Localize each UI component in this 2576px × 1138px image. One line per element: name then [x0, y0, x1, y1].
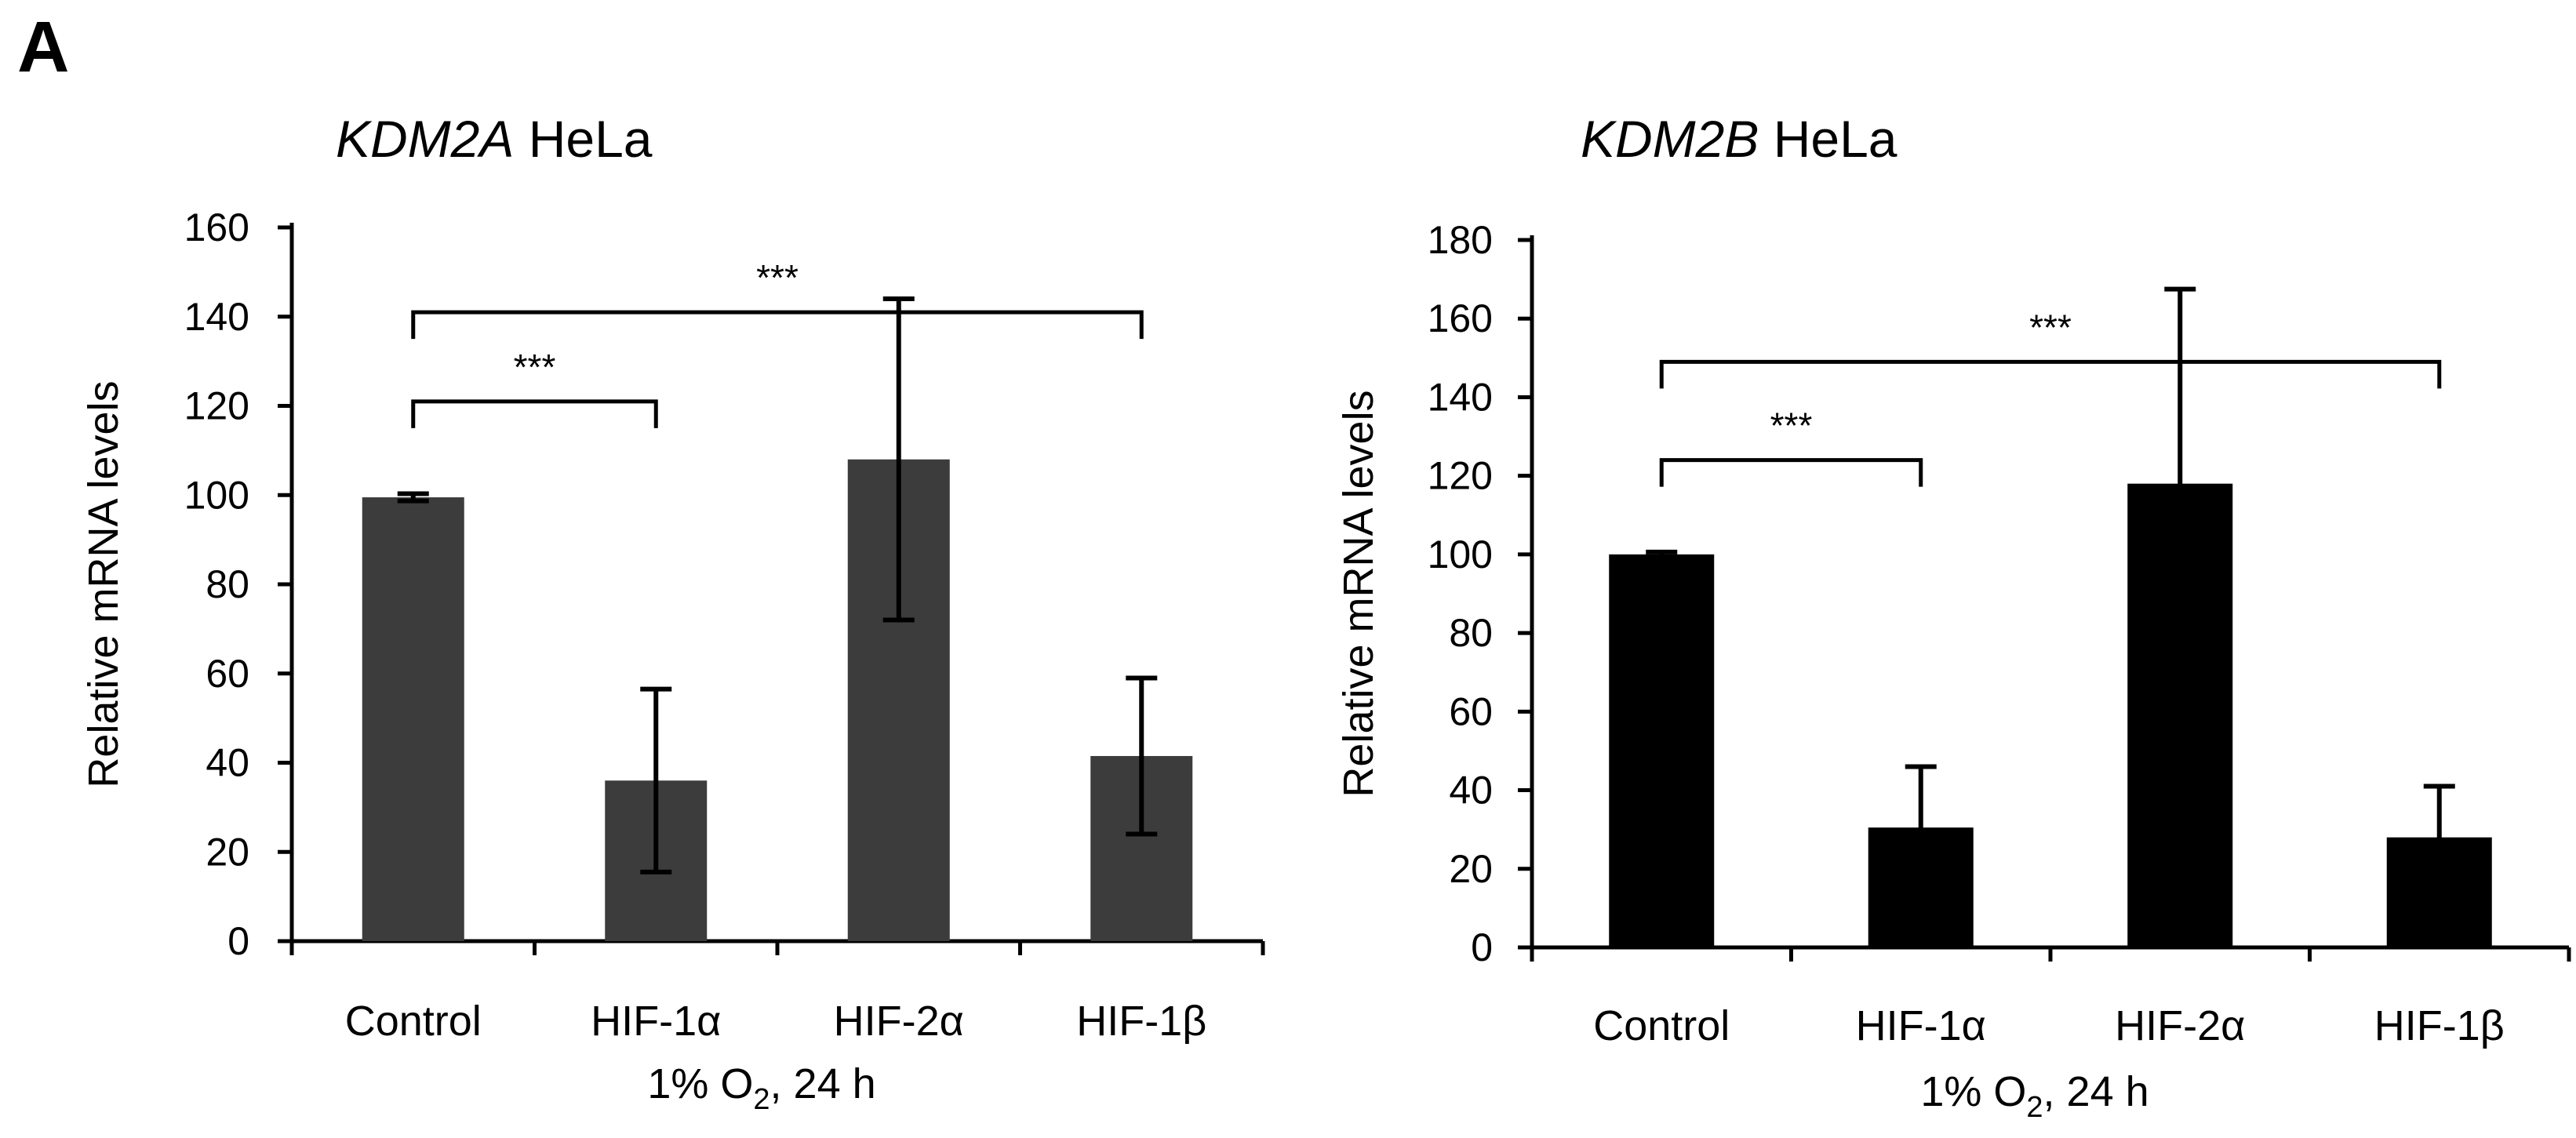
significance-bracket-1 [1659, 359, 2442, 389]
x-axis-label-suffix: , 24 h [770, 1060, 876, 1107]
title-cell: HeLa [1759, 110, 1897, 168]
y-tick-label: 40 [206, 741, 249, 785]
x-axis-label-suffix: , 24 h [2043, 1068, 2149, 1115]
category-label: HIF-2α [834, 998, 964, 1045]
x-axis-label-prefix: 1% O [647, 1060, 753, 1107]
chart-title: KDM2A HeLa [336, 110, 653, 168]
y-tick-label: 20 [1449, 847, 1493, 891]
y-axis-label: Relative mRNA levels [1335, 390, 1382, 797]
significance-label: *** [514, 347, 556, 387]
title-gene: KDM2A [336, 110, 514, 168]
y-tick-label: 160 [1428, 296, 1493, 340]
significance-label: *** [2029, 307, 2072, 347]
y-tick-label: 120 [184, 384, 249, 428]
significance-bracket-0 [411, 399, 658, 428]
y-tick-label: 60 [1449, 689, 1493, 733]
title-gene: KDM2B [1581, 110, 1759, 168]
y-tick-label: 160 [184, 205, 249, 249]
significance-bracket-0 [1659, 458, 1923, 487]
x-axis-label-prefix: 1% O [1920, 1068, 2026, 1115]
y-tick-label: 140 [184, 295, 249, 339]
category-label: Control [1593, 1002, 1730, 1049]
y-tick-label: 140 [1428, 375, 1493, 419]
chart-title: KDM2B HeLa [1581, 110, 1897, 168]
y-tick-label: 0 [1471, 925, 1493, 969]
significance-bracket-1 [411, 310, 1144, 340]
significance-label: *** [756, 257, 799, 298]
category-label: Control [345, 998, 482, 1045]
x-axis-label: 1% O2, 24 h [647, 1060, 875, 1116]
y-tick-label: 40 [1449, 769, 1493, 813]
title-cell: HeLa [514, 110, 652, 168]
y-tick-label: 80 [206, 562, 249, 606]
x-axis-label-subscript: 2 [2026, 1091, 2043, 1124]
bar-0 [1609, 554, 1715, 947]
x-axis-label: 1% O2, 24 h [1920, 1068, 2148, 1124]
category-label: HIF-1β [2374, 1002, 2505, 1049]
chart-kdm2b: KDM2B HeLa 0 20 40 60 80 100 120 140 160 180 Contro… [1335, 110, 2571, 1124]
y-tick-label: 0 [227, 919, 249, 963]
y-tick-label: 100 [184, 473, 249, 517]
chart-kdm2a: KDM2A HeLa 0 20 40 60 80 100 120 140 160 Control HI… [80, 110, 1265, 1116]
category-label: HIF-1β [1076, 998, 1206, 1045]
panel-label: A [17, 7, 70, 87]
y-tick-label: 120 [1428, 454, 1493, 498]
y-tick-label: 60 [206, 652, 249, 696]
category-label: HIF-1α [591, 998, 721, 1045]
category-label: HIF-2α [2115, 1002, 2245, 1049]
category-label: HIF-1α [1856, 1002, 1986, 1049]
y-tick-label: 180 [1428, 218, 1493, 262]
y-tick-label: 20 [206, 830, 249, 874]
y-tick-label: 80 [1449, 611, 1493, 655]
y-axis-label: Relative mRNA levels [80, 380, 127, 787]
y-tick-label: 100 [1428, 533, 1493, 576]
bar-0 [362, 497, 464, 941]
x-axis-label-subscript: 2 [753, 1083, 770, 1116]
significance-label: *** [1770, 405, 1813, 446]
